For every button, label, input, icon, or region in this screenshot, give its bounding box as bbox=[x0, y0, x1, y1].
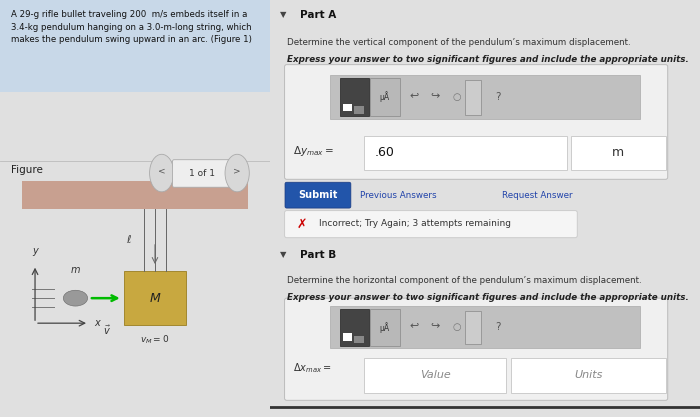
FancyBboxPatch shape bbox=[340, 309, 370, 346]
Text: ✗: ✗ bbox=[297, 217, 307, 231]
Bar bbox=[354, 336, 364, 343]
Text: A 29-g rifle bullet traveling 200  m/s embeds itself in a
3.4-kg pendulum hangin: A 29-g rifle bullet traveling 200 m/s em… bbox=[10, 10, 252, 45]
Text: Determine the vertical component of the pendulum’s maximum displacement.: Determine the vertical component of the … bbox=[287, 38, 630, 48]
FancyBboxPatch shape bbox=[364, 136, 566, 170]
FancyBboxPatch shape bbox=[465, 311, 481, 344]
Text: ○: ○ bbox=[452, 92, 461, 102]
Text: Figure: Figure bbox=[10, 165, 43, 175]
Text: $\Delta x_{max}=$: $\Delta x_{max}=$ bbox=[293, 361, 332, 375]
Text: ○: ○ bbox=[452, 322, 461, 332]
Text: μÅ: μÅ bbox=[380, 91, 390, 103]
Text: >: > bbox=[233, 166, 241, 176]
Text: ℓ: ℓ bbox=[126, 235, 130, 245]
FancyBboxPatch shape bbox=[340, 78, 370, 116]
Text: ↪: ↪ bbox=[430, 90, 440, 100]
Text: $v_M=0$: $v_M=0$ bbox=[141, 334, 169, 346]
Text: μÅ: μÅ bbox=[380, 322, 390, 333]
Text: Part A: Part A bbox=[300, 10, 336, 20]
Circle shape bbox=[225, 154, 249, 192]
FancyBboxPatch shape bbox=[510, 358, 666, 393]
Text: <: < bbox=[158, 166, 165, 176]
Text: Part B: Part B bbox=[300, 250, 336, 260]
Text: ?: ? bbox=[495, 322, 500, 332]
FancyBboxPatch shape bbox=[285, 65, 668, 179]
Text: Submit: Submit bbox=[298, 190, 338, 200]
Text: y: y bbox=[32, 246, 38, 256]
FancyBboxPatch shape bbox=[465, 80, 481, 115]
FancyBboxPatch shape bbox=[172, 160, 232, 187]
Bar bbox=[22, 181, 248, 208]
Text: ↩: ↩ bbox=[409, 320, 419, 330]
Text: m: m bbox=[612, 146, 624, 159]
FancyBboxPatch shape bbox=[370, 78, 400, 116]
Text: $\Delta y_{max}=$: $\Delta y_{max}=$ bbox=[293, 144, 334, 158]
Text: M: M bbox=[150, 291, 160, 305]
FancyBboxPatch shape bbox=[330, 306, 640, 348]
Text: .60: .60 bbox=[375, 146, 395, 159]
Ellipse shape bbox=[63, 290, 88, 306]
Text: Incorrect; Try Again; 3 attempts remaining: Incorrect; Try Again; 3 attempts remaini… bbox=[319, 219, 511, 229]
FancyBboxPatch shape bbox=[285, 211, 578, 238]
Text: ▼: ▼ bbox=[280, 250, 287, 259]
Text: $\vec{v}$: $\vec{v}$ bbox=[102, 323, 111, 337]
FancyBboxPatch shape bbox=[285, 182, 351, 208]
FancyBboxPatch shape bbox=[0, 0, 270, 92]
FancyBboxPatch shape bbox=[330, 75, 640, 119]
Text: Express your answer to two significant figures and include the appropriate units: Express your answer to two significant f… bbox=[287, 55, 689, 64]
Text: ↪: ↪ bbox=[430, 320, 440, 330]
Text: ?: ? bbox=[495, 92, 500, 102]
FancyBboxPatch shape bbox=[570, 136, 666, 170]
Text: 1 of 1: 1 of 1 bbox=[189, 169, 215, 178]
Text: Previous Answers: Previous Answers bbox=[360, 191, 437, 200]
Text: x: x bbox=[94, 318, 100, 328]
Bar bbox=[343, 104, 352, 111]
Text: Units: Units bbox=[574, 370, 602, 380]
Text: Express your answer to two significant figures and include the appropriate units: Express your answer to two significant f… bbox=[287, 293, 689, 302]
Bar bbox=[343, 333, 352, 341]
Bar bbox=[124, 271, 186, 325]
Text: ▼: ▼ bbox=[280, 10, 287, 20]
Text: Determine the horizontal component of the pendulum’s maximum displacement.: Determine the horizontal component of th… bbox=[287, 276, 641, 285]
Text: ↩: ↩ bbox=[409, 90, 419, 100]
Text: Request Answer: Request Answer bbox=[502, 191, 573, 200]
Bar bbox=[354, 106, 364, 114]
FancyBboxPatch shape bbox=[364, 358, 506, 393]
Text: Value: Value bbox=[420, 370, 451, 380]
Text: m: m bbox=[71, 265, 80, 275]
Circle shape bbox=[150, 154, 174, 192]
FancyBboxPatch shape bbox=[285, 298, 668, 400]
FancyBboxPatch shape bbox=[370, 309, 400, 346]
